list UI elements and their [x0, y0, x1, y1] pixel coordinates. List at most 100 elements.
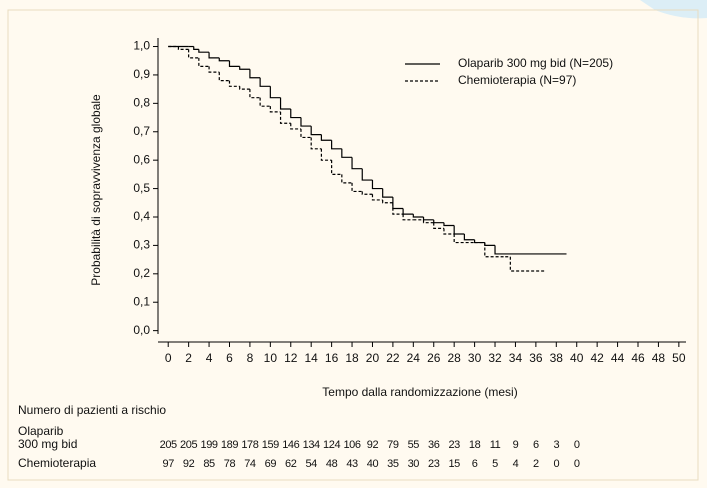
- survival-step: [443, 222, 455, 227]
- survival-step: [422, 219, 434, 224]
- risk-count: 5: [492, 458, 498, 470]
- survival-step: [402, 214, 414, 221]
- x-tick-label: 10: [264, 351, 278, 365]
- survival-step: [341, 174, 353, 184]
- risk-count: 146: [282, 439, 299, 451]
- risk-count: 6: [533, 439, 539, 451]
- x-tick-label: 34: [509, 351, 523, 365]
- survival-step: [433, 222, 444, 229]
- survival-step: [259, 97, 271, 107]
- x-tick-label: 2: [185, 351, 192, 365]
- survival-step: [463, 234, 475, 241]
- survival-step: [269, 86, 281, 99]
- risk-count: 9: [513, 439, 519, 451]
- risk-count: 35: [387, 458, 399, 470]
- y-tick-label: 0,3: [133, 238, 150, 252]
- y-axis-label: Probabilità di sopravvivenza globale: [89, 94, 103, 286]
- x-tick-label: 26: [427, 351, 441, 365]
- risk-count: 43: [346, 458, 358, 470]
- y-tick-label: 0,7: [133, 124, 150, 138]
- survival-step: [351, 157, 363, 170]
- risk-count: 18: [469, 439, 481, 451]
- survival-step: [341, 148, 353, 158]
- risk-count: 23: [428, 458, 440, 470]
- risk-count: 134: [303, 439, 320, 451]
- y-tick-label: 1,0: [133, 39, 150, 53]
- x-tick-label: 16: [325, 351, 339, 365]
- x-tick-label: 38: [550, 351, 564, 365]
- risk-count: 30: [408, 458, 420, 470]
- survival-step: [484, 242, 506, 258]
- x-tick-label: 18: [345, 351, 359, 365]
- legend-label: Olaparib 300 mg bid (N=205): [458, 56, 613, 70]
- y-tick-label: 0,4: [133, 209, 150, 223]
- y-tick-label: 0,5: [133, 181, 150, 195]
- survival-step: [249, 89, 261, 99]
- y-tick-label: 0,2: [133, 266, 150, 280]
- survival-step: [218, 57, 230, 62]
- risk-count: 54: [305, 458, 317, 470]
- survival-step: [198, 57, 210, 68]
- risk-row-label: Chemioterapia: [18, 456, 96, 470]
- survival-step: [412, 214, 424, 218]
- survival-step: [382, 188, 393, 198]
- risk-count: 97: [162, 458, 174, 470]
- risk-count: 124: [323, 439, 340, 451]
- risk-count: 15: [448, 458, 460, 470]
- y-tick-label: 0,9: [133, 67, 150, 81]
- risk-count: 23: [448, 439, 460, 451]
- risk-count: 189: [221, 439, 238, 451]
- risk-row-label: Olaparib: [18, 424, 64, 438]
- survival-step: [361, 191, 373, 195]
- risk-count: 78: [224, 458, 236, 470]
- survival-step: [228, 60, 240, 68]
- survival-step: [361, 168, 373, 181]
- risk-count: 0: [574, 458, 580, 470]
- survival-step: [331, 160, 342, 175]
- risk-count: 85: [203, 458, 215, 470]
- y-tick-label: 0,8: [133, 96, 150, 110]
- legend-label: Chemioterapia (N=97): [458, 73, 576, 87]
- risk-count: 3: [553, 439, 559, 451]
- frame: [7, 9, 699, 481]
- survival-step: [290, 109, 301, 119]
- risk-table-title: Numero di pazienti a rischio: [18, 403, 166, 417]
- survival-step: [269, 106, 281, 113]
- survival-step: [249, 69, 261, 79]
- risk-count: 62: [285, 458, 297, 470]
- x-tick-label: 28: [447, 351, 461, 365]
- survival-step: [351, 182, 363, 193]
- x-tick-label: 48: [652, 351, 666, 365]
- x-tick-label: 4: [206, 351, 213, 365]
- survival-step: [198, 49, 210, 53]
- survival-step: [239, 86, 250, 90]
- risk-count: 178: [241, 439, 258, 451]
- survival-step: [300, 128, 312, 139]
- x-tick-label: 22: [386, 351, 400, 365]
- survival-step: [228, 80, 240, 87]
- corner-decoration: [640, 0, 707, 19]
- risk-count: 69: [265, 458, 277, 470]
- x-tick-label: 46: [631, 351, 645, 365]
- risk-row-label: 300 mg bid: [18, 437, 77, 451]
- x-tick-label: 42: [590, 351, 604, 365]
- x-tick-label: 36: [529, 351, 543, 365]
- risk-count: 40: [367, 458, 379, 470]
- risk-count: 205: [180, 439, 197, 451]
- y-tick-label: 0,1: [133, 294, 150, 308]
- survival-step: [300, 117, 312, 127]
- risk-count: 4: [513, 458, 519, 470]
- x-tick-label: 24: [407, 351, 421, 365]
- survival-step: [371, 194, 383, 201]
- risk-count: 55: [408, 439, 420, 451]
- x-tick-label: 32: [488, 351, 502, 365]
- survival-step: [371, 180, 383, 190]
- risk-count: 48: [326, 458, 338, 470]
- x-tick-label: 50: [672, 351, 686, 365]
- survival-step: [239, 66, 250, 70]
- x-axis-label: Tempo dalla randomizzazione (mesi): [322, 385, 517, 399]
- y-tick-label: 0,6: [133, 152, 150, 166]
- survival-step: [218, 72, 230, 82]
